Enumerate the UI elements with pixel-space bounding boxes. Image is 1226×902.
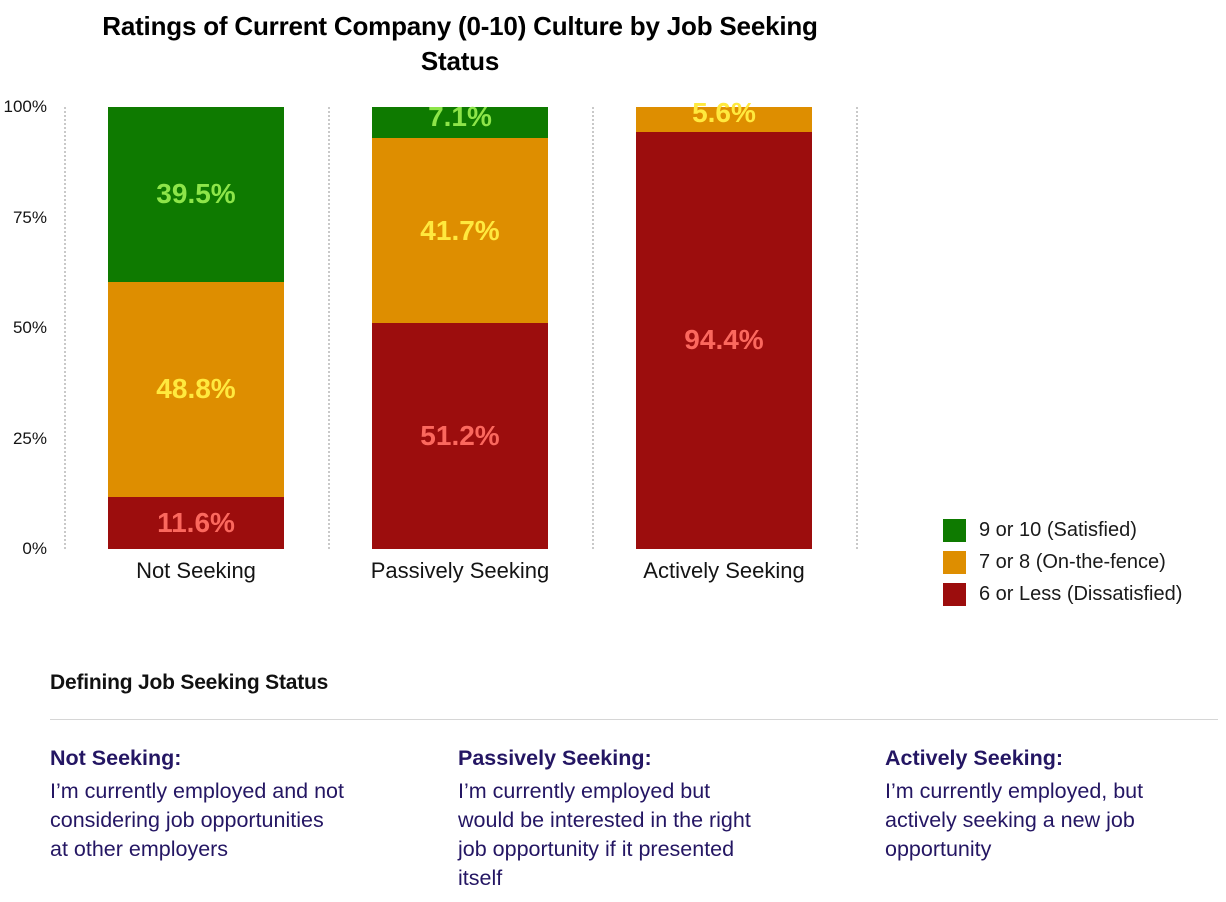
- bar-segment: 39.5%: [108, 107, 284, 282]
- legend: 9 or 10 (Satisfied) 7 or 8 (On-the-fence)…: [943, 519, 1182, 615]
- bar-value-label: 39.5%: [156, 178, 236, 210]
- bar-value-label: 41.7%: [420, 214, 500, 246]
- y-axis-tick: 100%: [3, 97, 47, 116]
- x-axis-label: Actively Seeking: [643, 558, 805, 583]
- vertical-gridline: [64, 107, 66, 549]
- definition-passively-seeking: Passively Seeking: I’m currently employe…: [458, 746, 885, 893]
- bar-segment: 7.1%: [372, 102, 548, 139]
- legend-label: 6 or Less (Dissatisfied): [979, 583, 1183, 605]
- definition-term: Not Seeking:: [50, 746, 182, 770]
- bar-segment: 51.2%: [372, 322, 548, 549]
- plot-area: 39.5% 48.8% 11.6% Not Seeking 7.1% 41.7% 51.2%…: [64, 99, 858, 583]
- legend-swatch: [943, 519, 966, 542]
- legend-row: 9 or 10 (Satisfied): [943, 519, 1182, 542]
- bar-segment: 41.7%: [372, 138, 548, 323]
- divider: [50, 719, 1218, 720]
- y-axis-tick: 50%: [12, 318, 47, 337]
- legend-row: 6 or Less (Dissatisfied): [943, 583, 1182, 606]
- y-axis: 100% 75% 50% 25% 0%: [0, 97, 58, 558]
- vertical-gridline: [328, 107, 330, 549]
- bar-value-label: 7.1%: [428, 100, 492, 132]
- legend-swatch: [943, 583, 966, 606]
- definitions-grid: Not Seeking: I’m currently employed and …: [50, 746, 1218, 893]
- vertical-gridline: [592, 107, 594, 549]
- x-axis-label: Not Seeking: [136, 558, 256, 583]
- vertical-gridline: [856, 107, 858, 549]
- definition-term: Passively Seeking:: [458, 746, 652, 770]
- bar-value-label: 5.6%: [692, 97, 756, 129]
- stacked-bar: 5.6% 94.4%: [636, 99, 812, 549]
- definition-body: I’m currently employed and not consideri…: [50, 779, 344, 861]
- definition-body: I’m currently employed but would be inte…: [458, 779, 751, 890]
- y-axis-tick: 75%: [12, 207, 47, 227]
- bar-value-label: 11.6%: [157, 506, 235, 538]
- bar-segment: 94.4%: [636, 131, 812, 549]
- y-axis-tick: 0%: [22, 539, 47, 558]
- bar-segment: 5.6%: [636, 99, 812, 132]
- bar-value-label: 94.4%: [684, 324, 764, 356]
- legend-label: 9 or 10 (Satisfied): [979, 519, 1137, 541]
- bar-value-label: 51.2%: [420, 419, 500, 451]
- chart-title: Ratings of Current Company (0-10) Cultur…: [102, 11, 818, 76]
- legend-row: 7 or 8 (On-the-fence): [943, 551, 1182, 574]
- definition-term: Actively Seeking:: [885, 746, 1064, 770]
- legend-swatch: [943, 551, 966, 574]
- y-axis-tick: 25%: [12, 428, 47, 448]
- definition-body: I’m currently employed, but actively see…: [885, 779, 1144, 861]
- legend-label: 7 or 8 (On-the-fence): [979, 551, 1166, 573]
- definition-not-seeking: Not Seeking: I’m currently employed and …: [50, 746, 458, 893]
- definitions-heading: Defining Job Seeking Status: [50, 671, 329, 694]
- stacked-bar: 39.5% 48.8% 11.6%: [108, 107, 284, 549]
- x-axis-label: Passively Seeking: [370, 558, 550, 583]
- definition-actively-seeking: Actively Seeking: I’m currently employed…: [885, 746, 1218, 893]
- stacked-bar: 7.1% 41.7% 51.2%: [372, 102, 548, 549]
- bar-segment: 48.8%: [108, 281, 284, 498]
- bar-segment: 11.6%: [108, 497, 284, 549]
- definitions-section: Defining Job Seeking Status Not Seeking:…: [50, 671, 1218, 893]
- bar-value-label: 48.8%: [156, 373, 236, 405]
